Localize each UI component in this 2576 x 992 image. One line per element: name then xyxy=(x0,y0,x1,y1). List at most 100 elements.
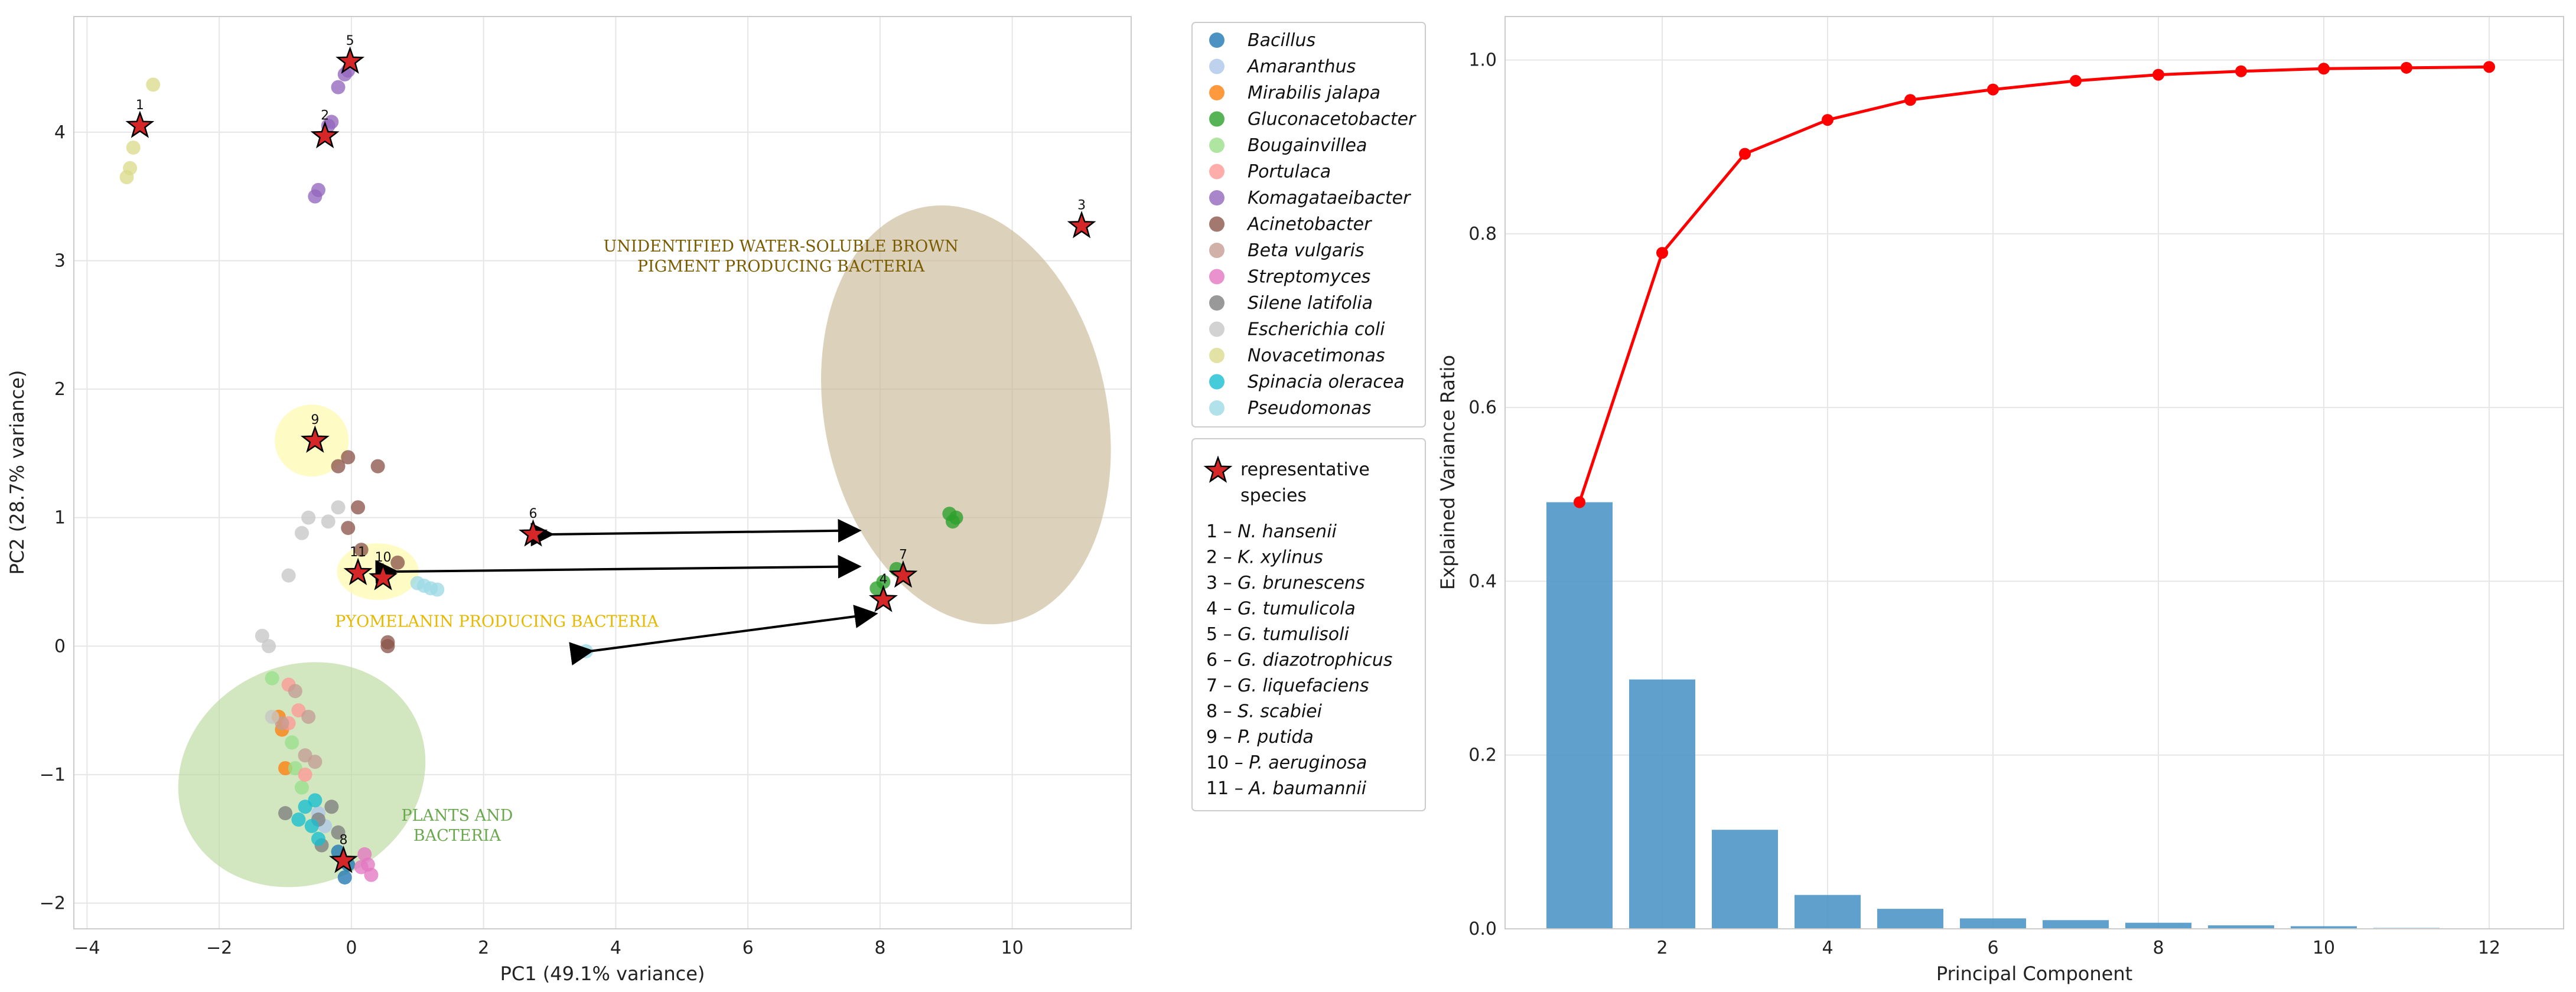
scree-y-tick: 0.0 xyxy=(1468,919,1497,939)
legend-species-label: Mirabilis jalapa xyxy=(1248,83,1380,103)
double-arrow xyxy=(530,518,862,547)
representative-legend-title: species xyxy=(1240,485,1307,506)
variance-bar xyxy=(2125,922,2191,929)
cumulative-point xyxy=(2152,68,2164,81)
scatter-point xyxy=(278,806,292,821)
scatter-point xyxy=(341,450,356,465)
variance-bar xyxy=(1960,918,2026,929)
scatter-point xyxy=(281,568,296,583)
scatter-point xyxy=(304,818,319,833)
scatter-y-tick: 4 xyxy=(54,122,66,143)
representative-star xyxy=(343,557,373,586)
representative-star xyxy=(888,560,918,588)
scatter-y-tick: −2 xyxy=(40,893,66,913)
scree-x-tick: 10 xyxy=(2313,938,2335,958)
representative-star xyxy=(300,425,330,453)
legend-species-label: Streptomyces xyxy=(1248,267,1370,288)
legend-species-label: Bougainvillea xyxy=(1248,135,1367,156)
scatter-point xyxy=(301,709,316,724)
variance-bar xyxy=(1795,895,1861,929)
legend-species-label: Spinacia oleracea xyxy=(1248,372,1405,393)
region-label-line: PLANTS AND xyxy=(401,807,513,825)
scatter-point xyxy=(341,521,356,536)
scree-plot-panel: 2 4 6 8 10 12 0.0 0.2 0.4 0.6 0.8 1.0 Principal Com… xyxy=(1437,16,2564,985)
species-legend: Bacillus Amaranthus Mirabilis jalapa Glucon… xyxy=(1191,22,1426,428)
scatter-point xyxy=(945,514,960,529)
legend-star-icon xyxy=(1203,455,1233,483)
region-label-line: BACTERIA xyxy=(413,827,501,845)
representative-legend-name: S. scabiei xyxy=(1237,701,1322,722)
cumulative-point xyxy=(1987,83,1999,96)
scatter-point xyxy=(298,748,312,763)
scatter-point xyxy=(285,735,299,750)
representative-star xyxy=(1067,211,1096,239)
scatter-ticks: −4 −2 0 2 4 6 8 10 −2 −1 0 1 2 3 4 xyxy=(40,122,1024,958)
representative-legend-item: 8 – S. scabiei xyxy=(1206,701,1323,722)
representative-legend-num: 3 – xyxy=(1206,573,1237,593)
scatter-x-tick: 6 xyxy=(742,938,754,958)
cumulative-point xyxy=(1822,114,1834,126)
scatter-frame xyxy=(73,16,1132,929)
scatter-point xyxy=(324,800,339,814)
scatter-x-tick: 2 xyxy=(478,938,489,958)
representative-legend-num: 7 – xyxy=(1206,676,1237,696)
scree-x-tick: 2 xyxy=(1656,938,1668,958)
scree-y-tick: 0.2 xyxy=(1468,745,1497,766)
variance-bar xyxy=(1712,830,1778,929)
scree-y-axis-label: Explained Variance Ratio xyxy=(1437,355,1459,590)
representative-legend-name: G. tumulicola xyxy=(1237,599,1356,619)
representative-legend-name: P. putida xyxy=(1237,727,1314,748)
legend-marker xyxy=(1209,32,1225,48)
scree-y-tick: 0.4 xyxy=(1468,571,1497,592)
representative-number: 11 xyxy=(350,545,366,560)
representative-number: 9 xyxy=(311,413,319,428)
scatter-point xyxy=(337,870,352,885)
scatter-point xyxy=(301,510,316,525)
cumulative-variance-line xyxy=(1574,61,2495,508)
cumulative-point xyxy=(1739,148,1751,160)
legend-marker xyxy=(1209,164,1225,180)
region-label-line: PIGMENT PRODUCING BACTERIA xyxy=(637,257,925,276)
representative-star xyxy=(868,585,898,612)
representative-number: 5 xyxy=(346,34,354,48)
representative-star xyxy=(336,46,365,74)
representative-number: 10 xyxy=(375,550,392,565)
region-ellipse xyxy=(821,205,1111,625)
scatter-point xyxy=(123,161,138,175)
representative-star xyxy=(369,563,398,590)
representative-number: 8 xyxy=(339,833,347,848)
scree-x-tick: 6 xyxy=(1987,938,1998,958)
scatter-x-axis-label: PC1 (49.1% variance) xyxy=(500,962,705,985)
scree-x-tick: 8 xyxy=(2152,938,2164,958)
legend-marker xyxy=(1209,190,1225,205)
representative-number: 7 xyxy=(899,548,907,563)
scatter-points xyxy=(119,63,963,885)
scatter-y-axis-label: PC2 (28.7% variance) xyxy=(6,370,28,575)
representative-legend-item: 4 – G. tumulicola xyxy=(1206,599,1356,619)
representative-legend-box xyxy=(1191,438,1426,811)
scatter-point xyxy=(380,639,395,654)
representative-number: 2 xyxy=(321,108,329,123)
scatter-point xyxy=(331,825,346,840)
scatter-x-tick: 4 xyxy=(610,938,621,958)
legend-species-label: Amaranthus xyxy=(1246,57,1356,77)
representative-legend-num: 6 – xyxy=(1206,650,1237,671)
cumulative-point xyxy=(1656,247,1668,259)
representative-legend-num: 11 – xyxy=(1206,778,1249,799)
legend-species-label: Novacetimonas xyxy=(1248,345,1385,366)
representative-legend-name: G. liquefaciens xyxy=(1237,676,1369,696)
scatter-point xyxy=(351,500,366,515)
scree-x-tick: 12 xyxy=(2478,938,2500,958)
representative-legend-item: 6 – G. diazotrophicus xyxy=(1206,650,1392,671)
variance-bar xyxy=(2291,926,2357,929)
scatter-point xyxy=(311,831,325,846)
variance-bar xyxy=(2043,920,2109,929)
scatter-y-tick: 3 xyxy=(54,250,66,271)
representative-legend-name: A. baumannii xyxy=(1248,778,1367,799)
legend-marker xyxy=(1209,138,1225,153)
variance-bar xyxy=(1877,909,1943,929)
representative-legend-item: 7 – G. liquefaciens xyxy=(1206,676,1369,696)
region-label-line: PYOMELANIN PRODUCING BACTERIA xyxy=(335,613,659,631)
representative-legend-item: 9 – P. putida xyxy=(1206,727,1314,748)
